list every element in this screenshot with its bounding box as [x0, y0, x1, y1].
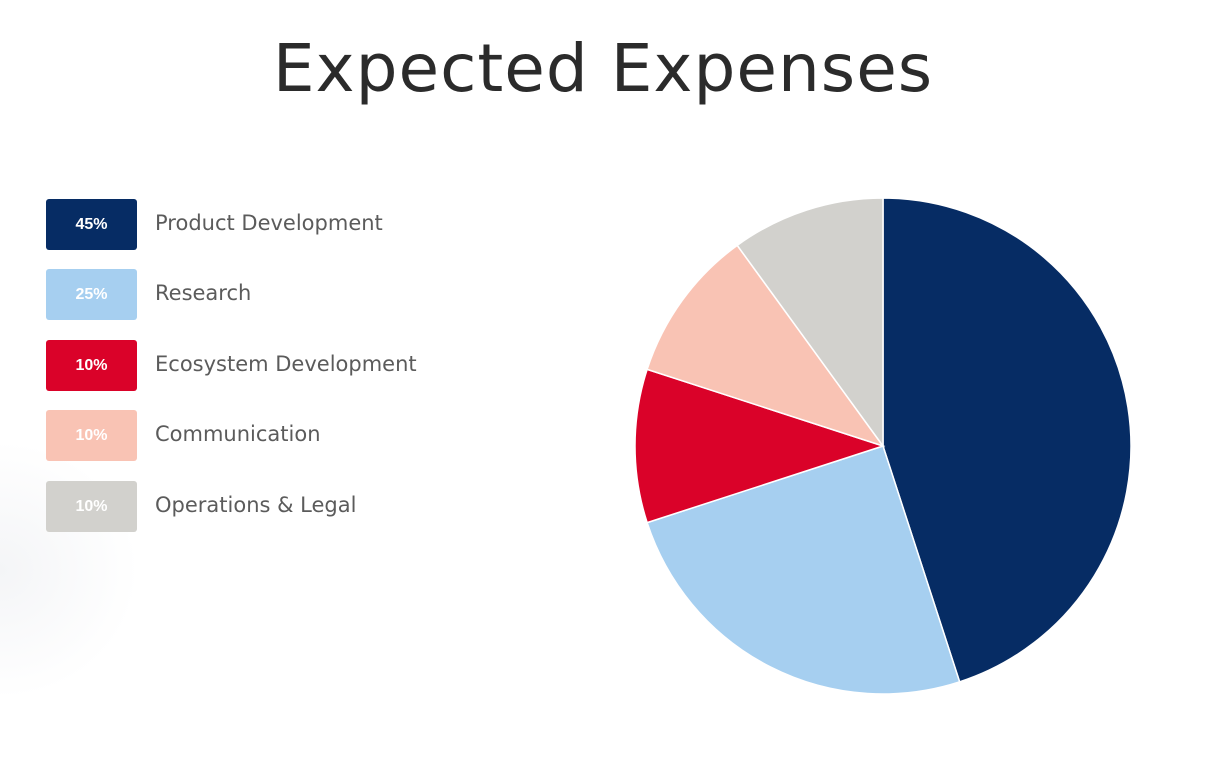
legend-item-product-development: 45% Product Development: [46, 199, 466, 250]
legend-item-communication: 10% Communication: [46, 410, 466, 461]
chart-title: Expected Expenses: [272, 30, 934, 107]
legend-label: Operations & Legal: [155, 493, 357, 517]
legend-label: Product Development: [155, 211, 383, 235]
legend-item-research: 25% Research: [46, 269, 466, 320]
legend-swatch: 45%: [46, 199, 137, 250]
pie-slice-ecosystem-development: [634, 368, 886, 524]
background-shape: [0, 440, 140, 700]
legend-item-ecosystem-development: 10% Ecosystem Development: [46, 340, 466, 391]
legend-swatch: 10%: [46, 340, 137, 391]
legend-swatch: 10%: [46, 410, 137, 461]
legend-label: Research: [155, 281, 252, 305]
legend-swatch: 10%: [46, 481, 137, 532]
legend-item-operations-legal: 10% Operations & Legal: [46, 481, 466, 532]
pie-slice-product-development: [882, 197, 1132, 683]
pie-chart: [634, 197, 1132, 695]
pie-slice-communication: [646, 244, 885, 448]
legend-label: Ecosystem Development: [155, 352, 417, 376]
legend-swatch: 25%: [46, 269, 137, 320]
legend-label: Communication: [155, 422, 321, 446]
pie-slice-operations-legal: [736, 197, 884, 449]
pie-slice-research: [646, 445, 961, 695]
